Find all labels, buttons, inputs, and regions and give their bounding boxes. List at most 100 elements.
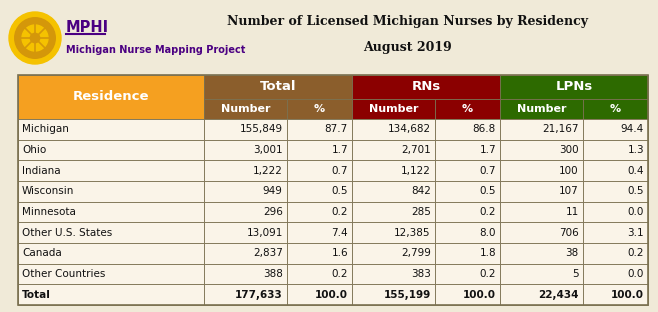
Bar xyxy=(287,264,352,284)
Bar xyxy=(352,222,435,243)
Text: 0.7: 0.7 xyxy=(480,166,496,176)
Text: 383: 383 xyxy=(411,269,431,279)
Bar xyxy=(287,181,352,202)
Bar xyxy=(500,181,583,202)
Text: 5: 5 xyxy=(572,269,579,279)
Bar xyxy=(352,243,435,264)
Text: 0.0: 0.0 xyxy=(628,269,644,279)
Text: 12,385: 12,385 xyxy=(394,228,431,238)
Bar xyxy=(287,243,352,264)
Bar xyxy=(204,243,287,264)
Bar xyxy=(352,75,500,99)
Text: 285: 285 xyxy=(411,207,431,217)
Text: 0.0: 0.0 xyxy=(628,207,644,217)
Text: 107: 107 xyxy=(559,186,579,196)
Bar xyxy=(500,243,583,264)
Bar xyxy=(435,264,500,284)
Text: 0.2: 0.2 xyxy=(480,269,496,279)
Text: 0.2: 0.2 xyxy=(332,269,348,279)
Bar xyxy=(204,264,287,284)
Text: 1.7: 1.7 xyxy=(332,145,348,155)
Bar xyxy=(18,284,204,305)
Bar xyxy=(583,284,648,305)
Text: Michigan: Michigan xyxy=(22,124,69,134)
Bar xyxy=(18,202,204,222)
Text: MPHI: MPHI xyxy=(66,21,109,36)
Text: 155,849: 155,849 xyxy=(240,124,283,134)
Text: %: % xyxy=(610,104,621,114)
Text: 134,682: 134,682 xyxy=(388,124,431,134)
Bar xyxy=(18,243,204,264)
Bar xyxy=(204,140,287,160)
Bar xyxy=(18,75,648,305)
Text: LPNs: LPNs xyxy=(555,80,593,94)
Bar xyxy=(583,202,648,222)
Text: 13,091: 13,091 xyxy=(246,228,283,238)
Bar xyxy=(500,160,583,181)
Bar xyxy=(352,140,435,160)
Bar xyxy=(583,264,648,284)
Text: 86.8: 86.8 xyxy=(472,124,496,134)
Bar xyxy=(352,181,435,202)
Bar xyxy=(500,75,648,99)
Text: 7.4: 7.4 xyxy=(332,228,348,238)
Bar xyxy=(352,202,435,222)
Bar xyxy=(204,222,287,243)
Bar xyxy=(18,160,204,181)
Text: 177,633: 177,633 xyxy=(235,290,283,300)
Text: 300: 300 xyxy=(559,145,579,155)
Text: 1.8: 1.8 xyxy=(479,248,496,258)
Bar xyxy=(583,119,648,140)
Bar xyxy=(204,75,352,99)
Text: 1,122: 1,122 xyxy=(401,166,431,176)
Text: Total: Total xyxy=(260,80,296,94)
Bar xyxy=(500,99,583,119)
Text: 100.0: 100.0 xyxy=(463,290,496,300)
Bar xyxy=(204,181,287,202)
Bar xyxy=(204,119,287,140)
Bar xyxy=(204,99,287,119)
Text: 0.5: 0.5 xyxy=(332,186,348,196)
Bar xyxy=(287,119,352,140)
Bar xyxy=(435,119,500,140)
Bar xyxy=(352,160,435,181)
Bar xyxy=(583,243,648,264)
Text: 842: 842 xyxy=(411,186,431,196)
Text: Minnesota: Minnesota xyxy=(22,207,76,217)
Text: 21,167: 21,167 xyxy=(542,124,579,134)
Text: %: % xyxy=(314,104,325,114)
Bar xyxy=(352,264,435,284)
Text: Number of Licensed Michigan Nurses by Residency: Number of Licensed Michigan Nurses by Re… xyxy=(228,16,588,28)
Bar xyxy=(583,222,648,243)
Text: 2,837: 2,837 xyxy=(253,248,283,258)
Bar xyxy=(500,284,583,305)
Text: 0.5: 0.5 xyxy=(480,186,496,196)
Text: 296: 296 xyxy=(263,207,283,217)
Text: 100.0: 100.0 xyxy=(611,290,644,300)
Text: 0.2: 0.2 xyxy=(628,248,644,258)
Text: 949: 949 xyxy=(263,186,283,196)
Bar xyxy=(352,99,435,119)
Bar xyxy=(500,222,583,243)
Bar xyxy=(583,160,648,181)
Bar xyxy=(204,160,287,181)
Text: 1.6: 1.6 xyxy=(332,248,348,258)
Text: Other Countries: Other Countries xyxy=(22,269,105,279)
Bar xyxy=(287,99,352,119)
Bar xyxy=(18,119,204,140)
Bar xyxy=(435,140,500,160)
Text: 1,222: 1,222 xyxy=(253,166,283,176)
Bar xyxy=(500,264,583,284)
Text: Michigan Nurse Mapping Project: Michigan Nurse Mapping Project xyxy=(66,45,245,55)
Bar xyxy=(287,284,352,305)
Bar xyxy=(18,264,204,284)
Bar xyxy=(435,202,500,222)
Bar xyxy=(435,160,500,181)
Text: 0.2: 0.2 xyxy=(332,207,348,217)
Text: Other U.S. States: Other U.S. States xyxy=(22,228,113,238)
Bar xyxy=(500,202,583,222)
Text: Ohio: Ohio xyxy=(22,145,46,155)
Bar xyxy=(18,222,204,243)
Bar xyxy=(435,222,500,243)
Text: 8.0: 8.0 xyxy=(480,228,496,238)
